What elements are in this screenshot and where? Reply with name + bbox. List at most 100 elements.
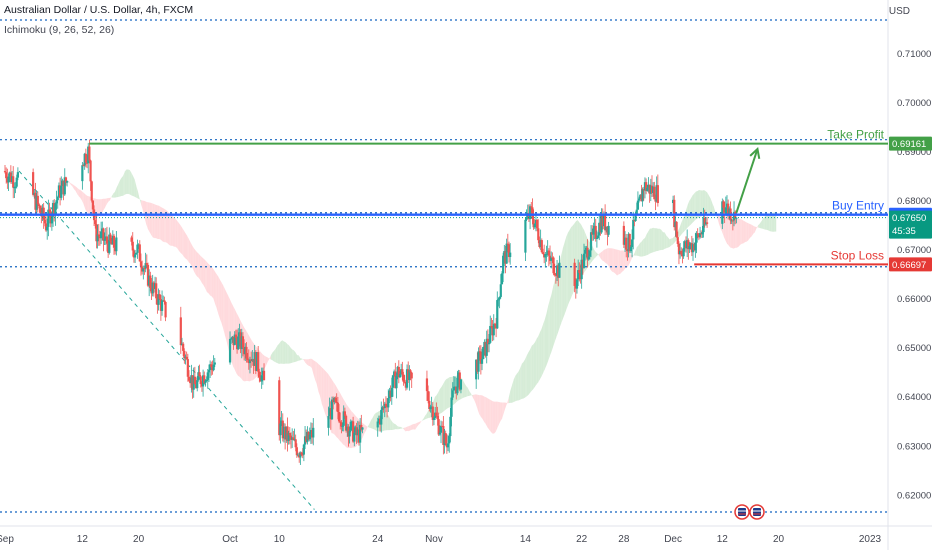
candle [193,366,196,385]
candle-body [490,325,493,327]
candle [499,274,502,299]
cloud-segment [152,203,155,239]
candle-body [643,182,647,191]
candle [194,377,198,389]
cloud-segment [408,425,411,432]
candle-body [278,380,281,436]
candle-body [14,186,17,188]
cloud-segment [618,250,621,275]
candle-body [138,244,141,262]
candle [261,367,264,385]
candle [524,217,527,261]
candle-body [253,352,256,366]
candle-body [157,294,160,305]
cloud-segment [188,238,191,264]
cloud-segment [280,340,283,364]
candle-body [82,165,85,167]
candle-body [50,216,53,224]
current-price-tag: 0.67650 45:35 [889,210,932,239]
candle-body [114,247,117,252]
candle [187,370,191,382]
candle-body [101,228,104,232]
candle [343,407,347,419]
candle-body [12,176,15,188]
candle-body [343,411,347,416]
candle [141,260,144,275]
cloud-segment [469,391,472,396]
indicator-legend[interactable]: Ichimoku (9, 26, 52, 26) [4,24,115,36]
candle-body [589,232,593,251]
cloud-segment [707,192,709,213]
cloud-segment [416,422,419,427]
candle-body [255,352,259,371]
cloud-segment [466,385,468,397]
cloud-segment [597,253,600,256]
candle [253,345,256,366]
candle [207,364,211,382]
cloud-segment [444,379,447,411]
candle [639,194,642,199]
symbol-title: Australian Dollar / U.S. Dollar, 4h, FXC… [4,4,194,16]
cloud-segment [177,221,179,251]
candle [237,328,240,351]
candle-body [628,233,631,252]
candle-body [210,364,213,368]
candle [650,175,654,198]
candle-body [448,436,451,444]
candle [307,431,310,441]
candle [254,350,257,375]
candle-body [196,380,199,389]
candle [245,342,248,363]
candle [350,420,354,431]
candle [453,376,457,394]
cloud-segment [410,424,412,431]
candle [247,349,250,370]
candle [46,218,49,240]
cloud-segment [274,348,276,363]
candle [62,180,65,201]
candle-body [483,341,486,348]
candle [410,371,413,388]
candle-body [480,358,484,364]
candle [153,276,157,293]
candle-body [349,421,352,431]
candle [403,375,406,384]
cloud-segment [54,176,56,178]
cloud-segment [151,202,153,238]
candle [197,365,200,382]
cloud-segment [536,336,539,385]
cloud-segment [438,389,440,415]
cloud-segment [103,198,106,211]
candle [498,296,501,309]
candle-body [554,275,557,277]
cloud-segment [398,426,401,430]
candle [427,385,430,404]
candle-body [558,262,561,278]
candle-body [606,226,609,235]
cloud-segment [562,242,565,319]
candle-body [183,350,186,359]
candle [336,396,339,420]
candle [697,233,700,241]
candle-body [598,222,601,236]
candle [630,229,634,258]
cloud-segment [479,395,481,417]
candle-body [383,403,386,409]
buy-entry-label: Buy Entry [832,199,884,213]
cloud-segment [636,245,639,257]
candle-body [544,254,547,258]
candle [32,168,35,197]
candle [654,194,657,211]
candle [156,294,159,314]
candle-body [155,283,158,299]
candle-body [130,237,133,242]
cloud-segment [272,350,275,362]
candle [284,423,287,450]
cloud-segment [149,202,152,235]
candle-body [148,275,151,286]
x-tick-label: 20 [773,534,785,545]
candle [648,184,651,203]
candle-body [551,257,554,259]
candle [628,233,631,254]
